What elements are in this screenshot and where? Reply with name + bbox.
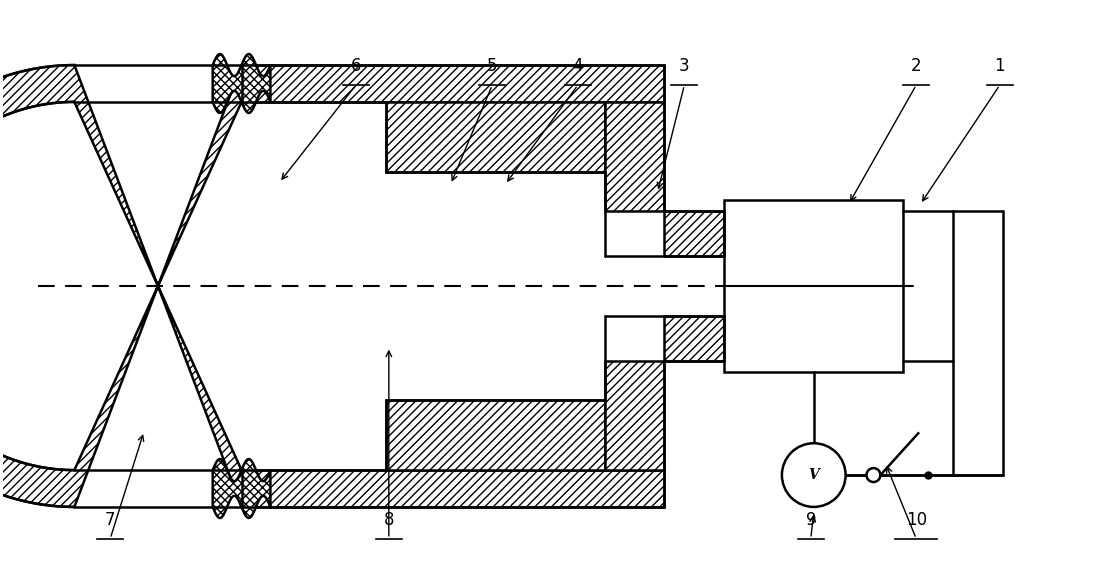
Text: 3: 3 xyxy=(679,57,690,75)
Text: 10: 10 xyxy=(906,511,926,529)
Polygon shape xyxy=(213,459,270,518)
Text: 8: 8 xyxy=(384,511,394,529)
Polygon shape xyxy=(213,54,270,113)
Circle shape xyxy=(782,443,846,507)
Polygon shape xyxy=(605,360,664,470)
Text: 9: 9 xyxy=(806,511,816,529)
Polygon shape xyxy=(0,65,241,507)
Text: 4: 4 xyxy=(573,57,584,75)
Polygon shape xyxy=(386,400,605,470)
Polygon shape xyxy=(241,65,664,102)
Text: 5: 5 xyxy=(487,57,498,75)
Polygon shape xyxy=(605,102,664,212)
Text: 1: 1 xyxy=(994,57,1006,75)
Polygon shape xyxy=(664,212,724,256)
Text: 6: 6 xyxy=(350,57,362,75)
Bar xyxy=(724,200,903,372)
Polygon shape xyxy=(386,102,605,172)
Polygon shape xyxy=(664,316,724,360)
Polygon shape xyxy=(241,470,664,507)
Text: 2: 2 xyxy=(911,57,922,75)
Text: V: V xyxy=(808,468,819,482)
Circle shape xyxy=(866,468,881,482)
Text: 7: 7 xyxy=(105,511,115,529)
